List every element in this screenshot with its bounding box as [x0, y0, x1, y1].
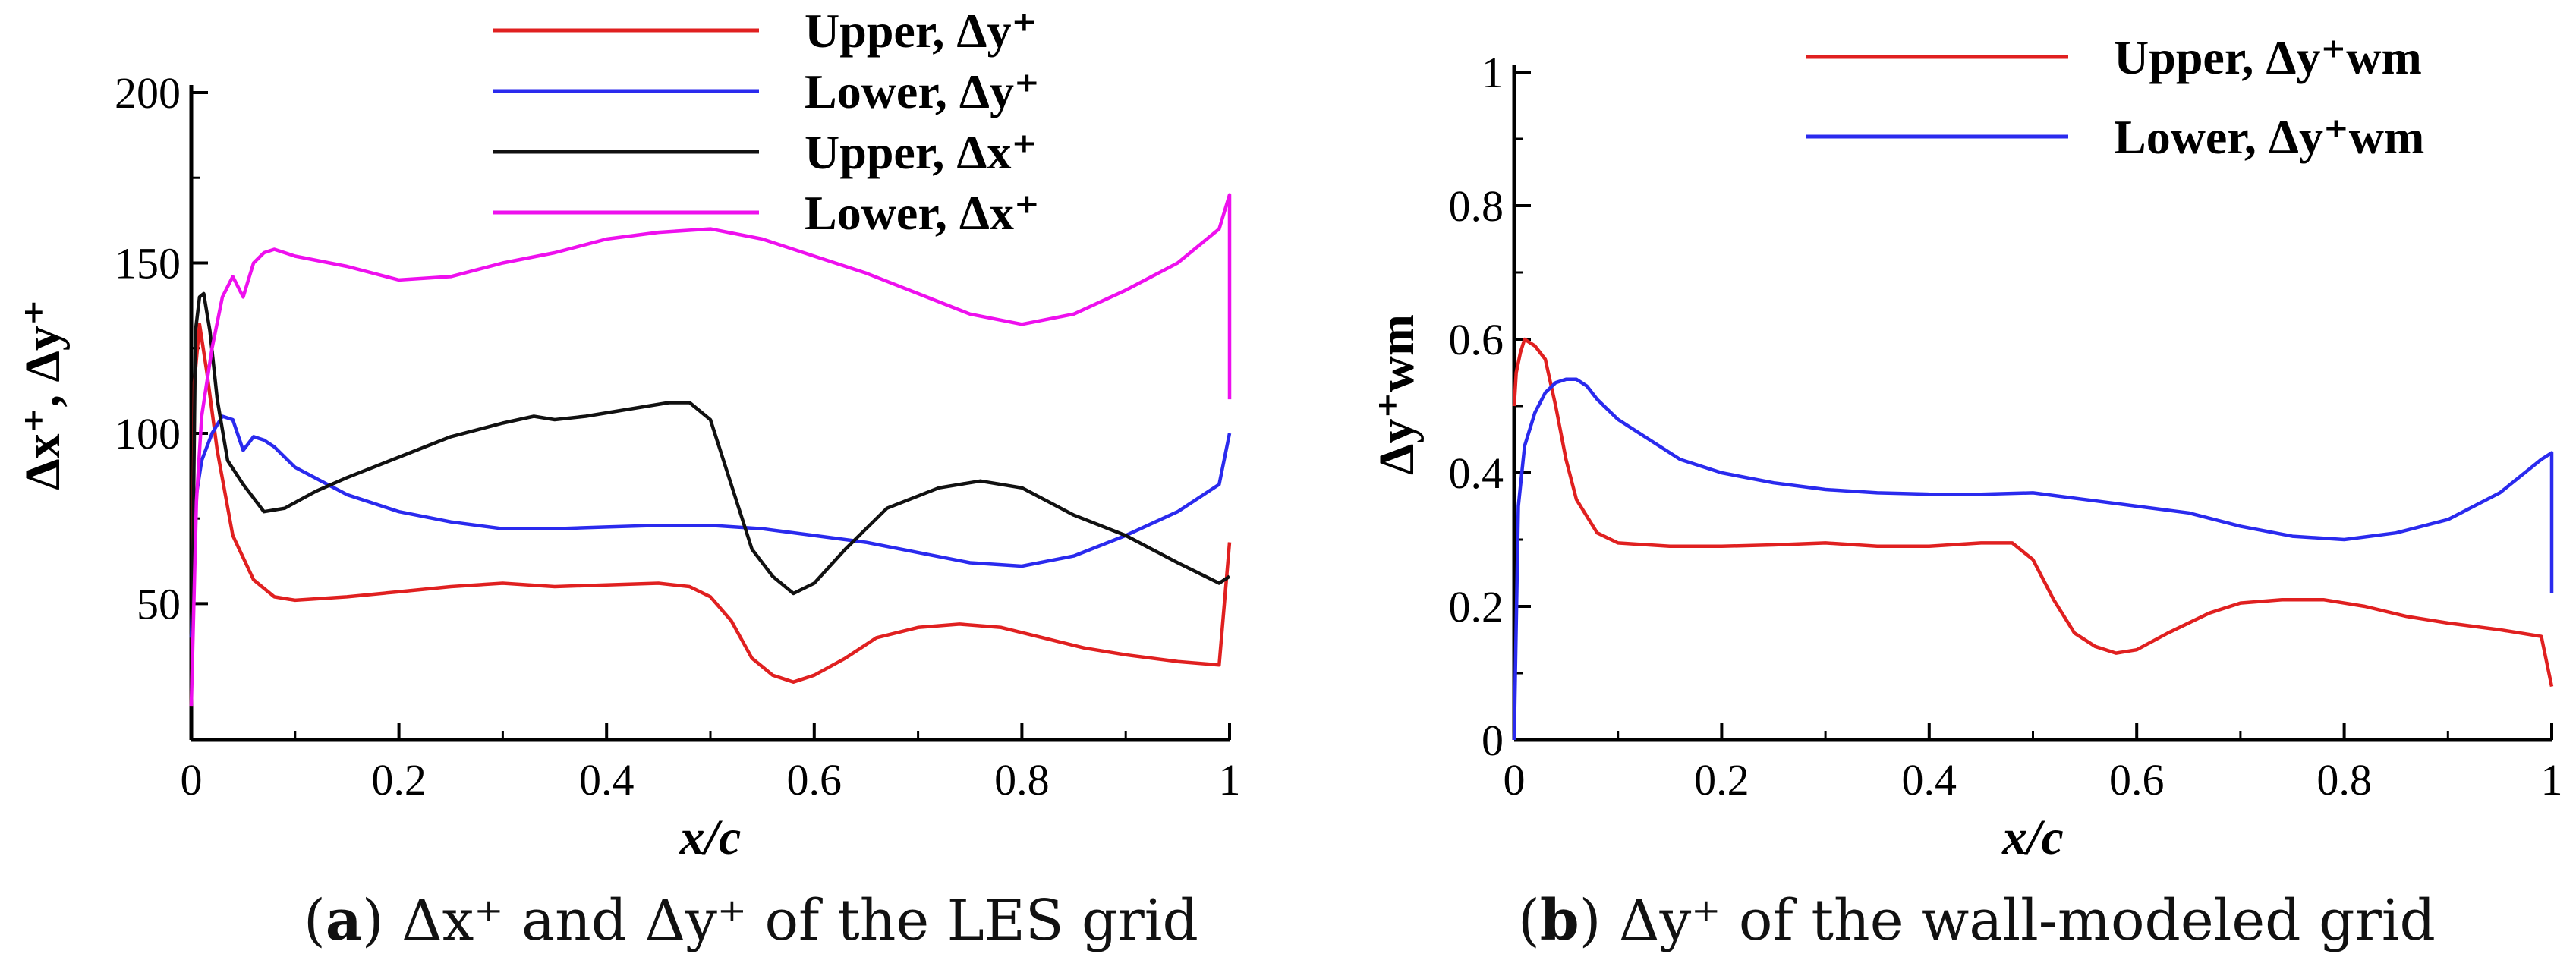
y-tick-label: 0.4	[1449, 449, 1504, 498]
y-tick-label: 50	[137, 579, 181, 628]
x-tick-label: 1	[2541, 755, 2563, 804]
y-tick-label: 200	[115, 68, 181, 118]
chart-panel-b: 0 0.2 0.4 0.6 0.8 1 0 0.2 0.4 0.6 0.8 1 x/c Δy⁺wm Uppe…	[1369, 30, 2563, 865]
legend-label-3: Upper, Δx⁺	[805, 125, 1037, 179]
y-tick-label: 0.2	[1449, 582, 1504, 631]
y-tick-label: 1	[1482, 48, 1504, 97]
x-tick-label: 0.2	[371, 755, 427, 804]
series-line-2	[1512, 377, 2554, 741]
x-tick-label: 0.8	[2316, 755, 2372, 804]
series-line-2	[189, 414, 1232, 638]
x-tick-label: 0	[1504, 755, 1526, 804]
x-tick-label: 0.6	[787, 755, 842, 804]
caption-a-text: Δx⁺ and Δy⁺ of the LES grid	[402, 888, 1198, 953]
x-tick-label: 0.6	[2109, 755, 2165, 804]
x-tick-label: 0	[181, 755, 203, 804]
caption-b-tag: b	[1539, 888, 1579, 953]
caption-a: (a) Δx⁺ and Δy⁺ of the LES grid	[304, 888, 1198, 953]
y-axis-label: Δx⁺, Δy⁺	[15, 299, 71, 490]
legend-label-4: Lower, Δx⁺	[805, 186, 1040, 240]
legend-label-2: Lower, Δy⁺wm	[2114, 110, 2424, 164]
series-line-1	[1512, 337, 2554, 688]
caption-b: (b) Δy⁺ of the wall-modeled grid	[1518, 888, 2436, 953]
series-line-4	[189, 193, 1232, 707]
y-tick-label: 0.8	[1449, 181, 1504, 231]
legend-label-2: Lower, Δy⁺	[805, 65, 1040, 118]
x-tick-label: 1	[1219, 755, 1241, 804]
caption-a-tag: a	[325, 888, 362, 953]
legend-label-1: Upper, Δy⁺	[805, 4, 1037, 58]
series-line-1	[189, 323, 1232, 707]
x-axis-label: x/c	[679, 810, 742, 865]
y-tick-label: 150	[115, 238, 181, 288]
x-axis-label: x/c	[2001, 810, 2064, 865]
x-tick-label: 0.4	[1902, 755, 1957, 804]
y-axis-label: Δy⁺wm	[1369, 314, 1425, 475]
x-tick-label: 0.2	[1694, 755, 1749, 804]
x-tick-label: 0.4	[579, 755, 635, 804]
y-tick-label: 0.6	[1449, 315, 1504, 364]
series-line-3	[189, 291, 1231, 707]
y-tick-label: 100	[115, 409, 181, 458]
y-tick-label: 0	[1482, 716, 1504, 765]
legend-label-1: Upper, Δy⁺wm	[2114, 30, 2422, 84]
x-tick-label: 0.8	[994, 755, 1050, 804]
caption-b-text: Δy⁺ of the wall-modeled grid	[1619, 888, 2436, 953]
